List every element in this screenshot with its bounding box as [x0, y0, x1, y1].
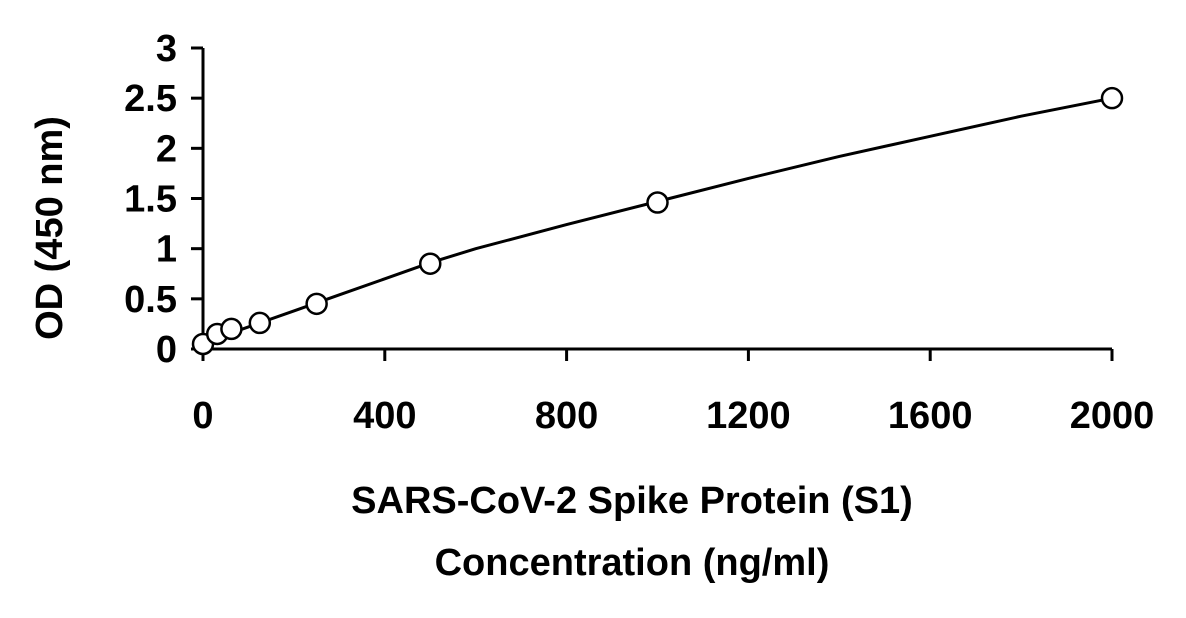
x-tick-label: 400: [353, 395, 416, 437]
x-tick-label: 1600: [888, 395, 973, 437]
y-tick-label: 1: [156, 229, 177, 271]
data-point: [1100, 86, 1124, 110]
x-tick-label: 800: [535, 395, 598, 437]
data-point: [248, 311, 272, 335]
y-tick-label: 2: [156, 128, 177, 170]
x-tick-label: 1200: [706, 395, 791, 437]
x-axis-label-line-1: SARS-CoV-2 Spike Protein (S1): [351, 480, 913, 522]
ticks: 0 0.5 1 1.5 2 2.5 3 0 400 800 1200 1600 2000: [124, 28, 1154, 437]
y-tick-label: 0.5: [124, 279, 177, 321]
fit-curve: [202, 96, 1113, 345]
y-axis-label: OD (450 nm): [29, 116, 71, 340]
x-tick-label: 2000: [1070, 395, 1155, 437]
x-tick-label: 0: [192, 395, 213, 437]
data-points: [191, 86, 1124, 356]
y-tick-label: 0: [156, 329, 177, 371]
y-tick-label: 3: [156, 28, 177, 70]
y-tick-label: 2.5: [124, 78, 177, 120]
data-point: [220, 317, 243, 341]
data-point: [646, 191, 669, 214]
data-point: [419, 252, 442, 275]
y-tick-label: 1.5: [124, 179, 177, 221]
data-point: [305, 292, 328, 316]
x-axis-label-line-2: Concentration (ng/ml): [435, 542, 830, 584]
